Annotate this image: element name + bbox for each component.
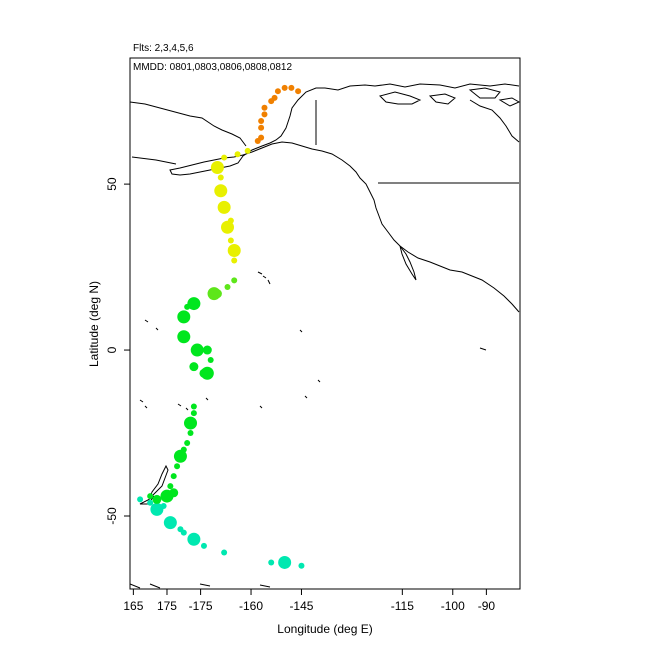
bering-coast [130,101,247,147]
y-tick-label: 0 [105,346,119,353]
coastline-map [130,83,520,589]
hawaii-islands [257,271,271,285]
trajectory-point [217,174,224,181]
trajectory-point [261,111,268,118]
trajectory-point [221,549,228,556]
trajectory-point [231,257,238,264]
trajectory-point [190,343,204,357]
trajectory-point [271,94,278,101]
trajectory-point [227,237,234,244]
antarctica-coastline [130,583,271,589]
trajectory-point [298,562,305,569]
x-tick-label: -160 [239,599,263,613]
trajectory-point [170,473,177,480]
north-america-coastline [169,83,520,313]
trajectory-point [258,124,265,131]
trajectory-point [184,439,191,446]
x-tick-label: -100 [441,599,465,613]
trajectory-point [268,559,275,566]
trajectory-point [163,516,177,530]
trajectory-point [147,499,154,506]
x-tick-label: -115 [391,599,414,613]
trajectory-point [187,297,201,311]
arctic-islands-coastline [379,87,520,107]
x-axis: 165 175 -175 -160 -145 -115 -100 -90 [123,589,495,613]
trajectory-point [221,154,228,161]
trajectory-point [210,161,224,175]
trajectory-point [258,134,265,141]
trajectory-point [189,362,199,372]
x-axis-label: Longitude (deg E) [277,622,372,636]
y-axis: -50 0 50 [105,177,130,525]
hudson-coastline [469,99,520,143]
trajectory-point [221,220,234,234]
trajectory-point [258,118,265,125]
trajectory-point [152,494,162,504]
trajectory-point [150,502,164,516]
trajectory-point [224,283,231,290]
trajectory-point [187,532,201,546]
trajectory-point [217,200,231,214]
trajectory-point [177,330,191,344]
trajectory-point [231,277,238,284]
trajectory-point [199,368,209,378]
trajectory-point [190,403,197,410]
trajectory-point [261,104,268,111]
trajectory-point [227,217,234,224]
trajectory-point [147,493,154,500]
trajectory-point [180,446,187,453]
trajectory-point [180,529,187,536]
trajectory-point [200,542,207,549]
trajectory-point [244,147,251,154]
trajectory-point [174,463,181,470]
trajectory-point [167,483,174,490]
trajectory-point [137,496,144,503]
trajectory-point [177,310,191,324]
trajectory-point [227,243,241,257]
trajectory-point [173,449,187,463]
trajectory-point [160,503,167,510]
trajectory-point [190,410,197,417]
plot-subtitle: MMDD: 0801,0803,0806,0808,0812 [133,62,292,73]
y-tick-label: -50 [105,507,119,525]
trajectory-point [184,416,198,430]
x-tick-label: 175 [157,599,177,613]
trajectory-point [212,289,222,299]
plot-title: Flts: 2,3,4,5,6 [133,43,194,54]
trajectory-point [187,430,194,437]
y-tick-label: 50 [105,177,119,191]
pacific-islands [139,319,487,411]
trajectory-point [169,488,179,498]
x-tick-label: -145 [289,599,313,613]
trajectory-point [207,357,214,364]
trajectory-point [278,555,292,569]
aleutian-islands [131,156,177,165]
trajectory-point [234,151,241,158]
trajectory-points [137,84,305,569]
x-tick-label: -175 [189,599,213,613]
x-tick-label: -90 [478,599,496,613]
baja-coastline [399,245,417,281]
trajectory-point [281,84,288,91]
trajectory-point [202,345,212,355]
trajectory-point [288,84,295,91]
plot-frame [129,57,521,590]
y-axis-label: Latitude (deg N) [87,281,101,367]
trajectory-point [295,88,302,95]
trajectory-point [214,184,228,198]
trajectory-point [274,88,281,95]
x-tick-label: 165 [123,599,143,613]
